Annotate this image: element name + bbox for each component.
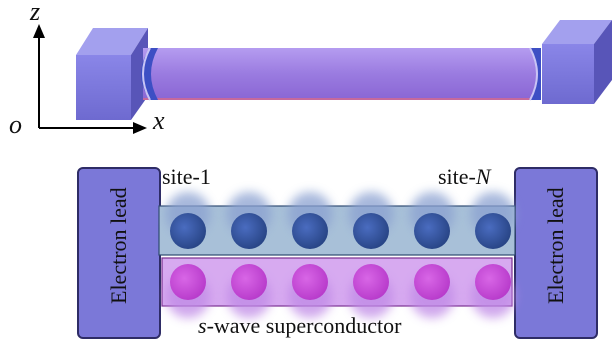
lattice-site <box>353 213 389 249</box>
superconductor-label: s-wave superconductor <box>198 313 402 338</box>
z-axis-label: z <box>30 0 41 26</box>
site-1-label: site-1 <box>162 164 211 189</box>
origin-label: o <box>9 110 22 139</box>
lattice-site <box>475 213 511 249</box>
superconductor-site <box>170 264 206 300</box>
right-lead-block <box>542 20 612 104</box>
superconductor-site <box>292 264 328 300</box>
superconductor-site <box>475 264 511 300</box>
superconductor-site <box>231 264 267 300</box>
coordinate-axes <box>33 24 147 134</box>
nanowire <box>141 47 541 101</box>
site-n-label: site-N <box>438 164 491 189</box>
lattice-site <box>231 213 267 249</box>
superconductor-site <box>353 264 389 300</box>
right-electron-lead <box>514 167 598 339</box>
lattice-site <box>170 213 206 249</box>
superconductor-site <box>414 264 450 300</box>
lattice-site <box>292 213 328 249</box>
superconductor-box <box>161 257 513 307</box>
chain-box <box>158 205 516 256</box>
lattice-site <box>414 213 450 249</box>
x-axis-label: x <box>153 106 165 135</box>
nanowire-illustration <box>33 20 612 134</box>
